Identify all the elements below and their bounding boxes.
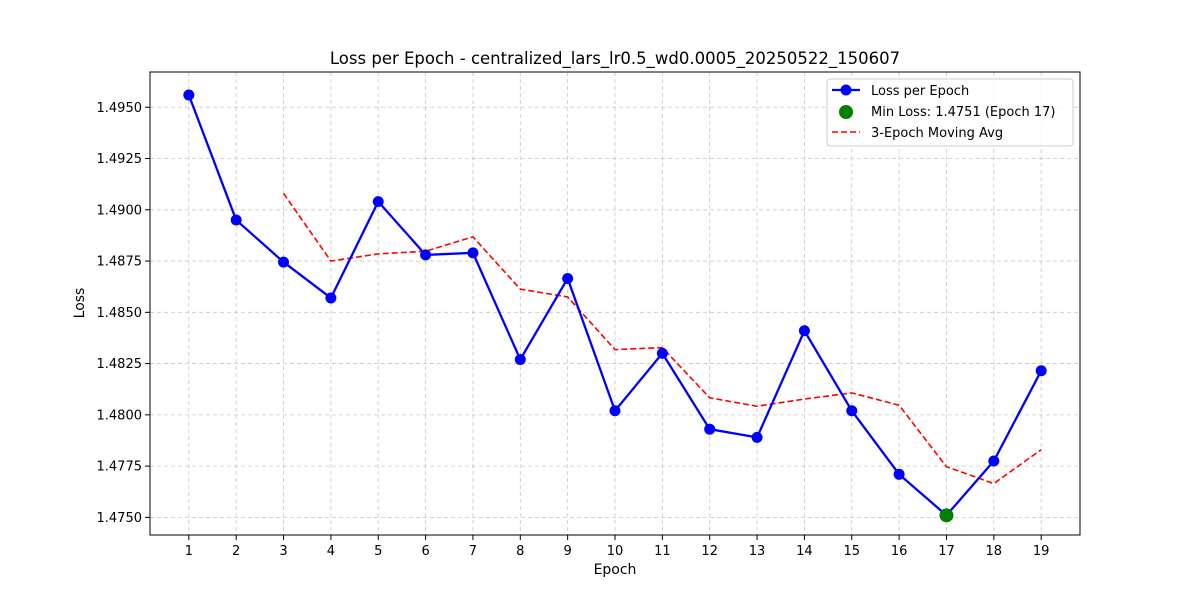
plot-series <box>183 89 1047 523</box>
y-tick-label: 1.4825 <box>97 357 143 372</box>
x-tick-label: 16 <box>891 544 908 559</box>
y-tick-label: 1.4950 <box>97 101 143 116</box>
x-tick-label: 1 <box>185 544 193 559</box>
legend-box <box>826 78 1074 147</box>
x-tick-label: 14 <box>796 544 813 559</box>
loss-point <box>704 423 716 435</box>
legend: Loss per Epoch Min Loss: 1.4751 (Epoch 1… <box>826 78 1074 147</box>
loss-point <box>420 249 432 261</box>
x-tick-label: 11 <box>654 544 671 559</box>
y-tick-label: 1.4750 <box>97 511 143 526</box>
loss-point <box>278 256 290 268</box>
x-tick-label: 9 <box>564 544 572 559</box>
x-tick-label: 15 <box>843 544 860 559</box>
x-tick-label: 19 <box>1033 544 1050 559</box>
legend-marker-loss <box>840 84 852 96</box>
loss-point <box>893 468 905 480</box>
y-tick-label: 1.4800 <box>97 408 143 423</box>
x-axis-label: Epoch <box>594 562 637 578</box>
axes-ticks: 1 2 3 4 5 6 7 8 9 10 11 12 13 14 15 16 17 18 191.47501.477… <box>97 101 1050 559</box>
grid <box>150 72 1080 535</box>
legend-marker-min <box>839 105 853 119</box>
loss-point <box>609 405 621 417</box>
min-loss-point <box>939 508 954 523</box>
x-tick-label: 10 <box>607 544 624 559</box>
y-tick-label: 1.4875 <box>97 255 143 270</box>
loss-point <box>988 455 1000 467</box>
x-tick-label: 12 <box>701 544 718 559</box>
x-tick-label: 13 <box>749 544 766 559</box>
legend-label-min: Min Loss: 1.4751 (Epoch 17) <box>871 105 1055 120</box>
loss-point <box>325 292 337 304</box>
loss-point <box>562 272 574 284</box>
loss-point <box>798 325 810 337</box>
loss-point <box>656 347 668 359</box>
x-tick-label: 18 <box>986 544 1003 559</box>
loss-point <box>1035 365 1047 377</box>
x-tick-label: 3 <box>279 544 287 559</box>
moving-avg-line <box>282 192 1042 485</box>
loss-point <box>230 214 242 226</box>
loss-point <box>751 431 763 443</box>
loss-point <box>372 196 384 208</box>
y-tick-label: 1.4775 <box>97 460 143 475</box>
chart-title: Loss per Epoch - centralized_lars_lr0.5_… <box>330 49 900 69</box>
loss-point <box>183 89 195 101</box>
loss-point <box>846 405 858 417</box>
y-tick-label: 1.4925 <box>97 152 143 167</box>
y-axis-label: Loss <box>72 288 88 319</box>
y-tick-label: 1.4900 <box>97 203 143 218</box>
x-tick-label: 8 <box>516 544 524 559</box>
loss-point <box>467 247 479 259</box>
x-tick-label: 4 <box>327 544 335 559</box>
x-tick-label: 5 <box>374 544 382 559</box>
x-tick-label: 6 <box>421 544 429 559</box>
x-tick-label: 2 <box>232 544 240 559</box>
x-tick-label: 17 <box>938 544 955 559</box>
legend-label-moving-avg: 3-Epoch Moving Avg <box>871 126 1003 141</box>
loss-point <box>514 353 526 365</box>
y-tick-label: 1.4850 <box>97 306 143 321</box>
x-tick-label: 7 <box>469 544 477 559</box>
legend-label-loss: Loss per Epoch <box>871 84 969 99</box>
